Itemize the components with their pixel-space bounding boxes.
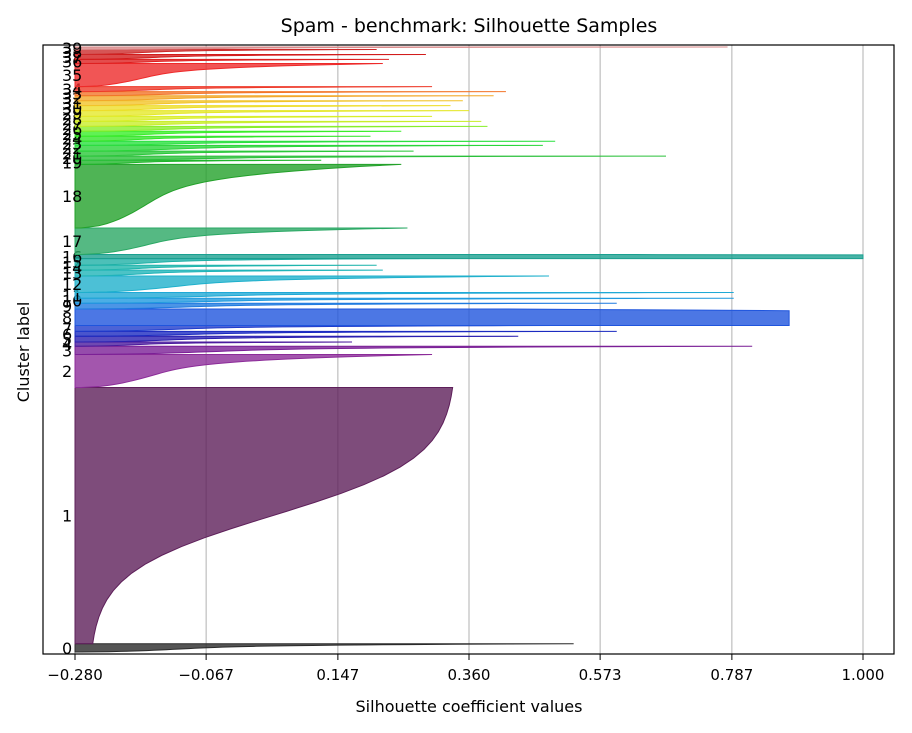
silhouette-band-24 — [74, 135, 371, 142]
silhouette-band-39 — [74, 46, 728, 50]
silhouette-band-11 — [74, 291, 734, 299]
silhouette-band-4 — [74, 341, 353, 347]
silhouette-band-22 — [74, 144, 543, 152]
silhouette-band-23 — [74, 140, 556, 146]
x-tick-label-0: −0.280 — [47, 666, 103, 684]
x-tick-label-1: −0.067 — [178, 666, 234, 684]
silhouette-band-33 — [74, 91, 506, 97]
plot-area: 0123456789101112131415161718192021222324… — [42, 39, 895, 684]
silhouette-band-19 — [74, 159, 322, 165]
cluster-label-8: 8 — [62, 308, 72, 327]
silhouette-band-8 — [74, 308, 790, 327]
silhouette-band-38 — [74, 48, 377, 55]
cluster-label-6: 6 — [62, 325, 72, 344]
cluster-label-5: 5 — [62, 330, 72, 349]
silhouette-band-6 — [74, 330, 617, 337]
x-tick-label-5: 0.787 — [710, 666, 753, 684]
silhouette-band-0 — [74, 643, 574, 653]
silhouette-band-16 — [74, 253, 864, 260]
silhouette-band-32 — [74, 95, 494, 102]
silhouette-band-14 — [74, 264, 377, 271]
x-tick-label-2: 0.147 — [316, 666, 359, 684]
cluster-label-3: 3 — [62, 341, 72, 360]
silhouette-band-2 — [74, 353, 433, 389]
silhouette-band-28 — [74, 115, 433, 122]
silhouette-band-7 — [74, 325, 556, 332]
silhouette-band-29 — [74, 110, 470, 117]
cluster-label-35: 35 — [62, 66, 82, 85]
cluster-label-39: 39 — [62, 39, 82, 58]
silhouette-band-34 — [74, 86, 433, 93]
x-axis-label: Silhouette coefficient values — [356, 697, 583, 716]
silhouette-band-3 — [74, 345, 753, 355]
silhouette-band-5 — [74, 335, 519, 343]
silhouette-band-15 — [74, 258, 420, 266]
cluster-label-2: 2 — [62, 362, 72, 381]
cluster-label-4: 4 — [62, 335, 72, 354]
silhouette-band-12 — [74, 275, 550, 293]
chart-title: Spam - benchmark: Silhouette Samples — [281, 15, 658, 37]
cluster-label-17: 17 — [62, 232, 82, 251]
silhouette-band-20 — [74, 155, 667, 161]
silhouette-band-36 — [74, 58, 389, 65]
silhouette-band-37 — [74, 53, 426, 60]
silhouette-band-35 — [74, 63, 383, 88]
silhouette-band-26 — [74, 125, 488, 132]
silhouette-band-30 — [74, 105, 451, 112]
silhouette-band-13 — [74, 269, 383, 277]
silhouette-band-10 — [74, 297, 734, 304]
y-axis-label: Cluster label — [14, 302, 33, 403]
silhouette-band-31 — [74, 100, 463, 107]
cluster-label-18: 18 — [62, 187, 82, 206]
silhouette-band-1 — [74, 387, 454, 645]
cluster-label-9: 9 — [62, 297, 72, 316]
silhouette-band-21 — [74, 150, 414, 157]
cluster-label-1: 1 — [62, 507, 72, 526]
silhouette-band-25 — [74, 130, 402, 137]
x-tick-label-6: 1.000 — [842, 666, 885, 684]
silhouette-band-18 — [74, 163, 402, 229]
x-tick-label-3: 0.360 — [448, 666, 491, 684]
cluster-label-12: 12 — [62, 275, 82, 294]
cluster-label-0: 0 — [62, 639, 72, 658]
silhouette-band-9 — [74, 302, 617, 310]
cluster-label-7: 7 — [62, 319, 72, 338]
x-tick-label-4: 0.573 — [579, 666, 622, 684]
silhouette-band-27 — [74, 120, 482, 127]
silhouette-band-17 — [74, 227, 408, 255]
